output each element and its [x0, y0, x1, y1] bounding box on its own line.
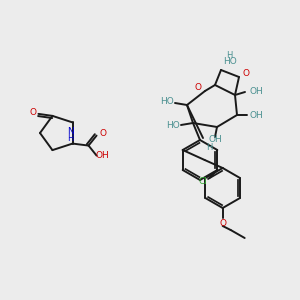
Text: HO: HO: [160, 97, 174, 106]
Text: H: H: [68, 134, 74, 143]
Text: O: O: [219, 218, 226, 227]
Text: O: O: [30, 108, 37, 117]
Text: HO: HO: [223, 58, 237, 67]
Text: Cl: Cl: [199, 178, 208, 187]
Text: HO: HO: [166, 121, 180, 130]
Text: O: O: [99, 129, 106, 138]
Text: OH: OH: [250, 110, 264, 119]
Text: OH: OH: [96, 151, 110, 160]
Text: H: H: [206, 142, 212, 152]
Text: H: H: [226, 52, 232, 61]
Text: N: N: [67, 127, 74, 136]
Text: OH: OH: [208, 136, 222, 145]
Text: OH: OH: [249, 86, 263, 95]
Text: O: O: [242, 70, 250, 79]
Text: O: O: [194, 83, 202, 92]
